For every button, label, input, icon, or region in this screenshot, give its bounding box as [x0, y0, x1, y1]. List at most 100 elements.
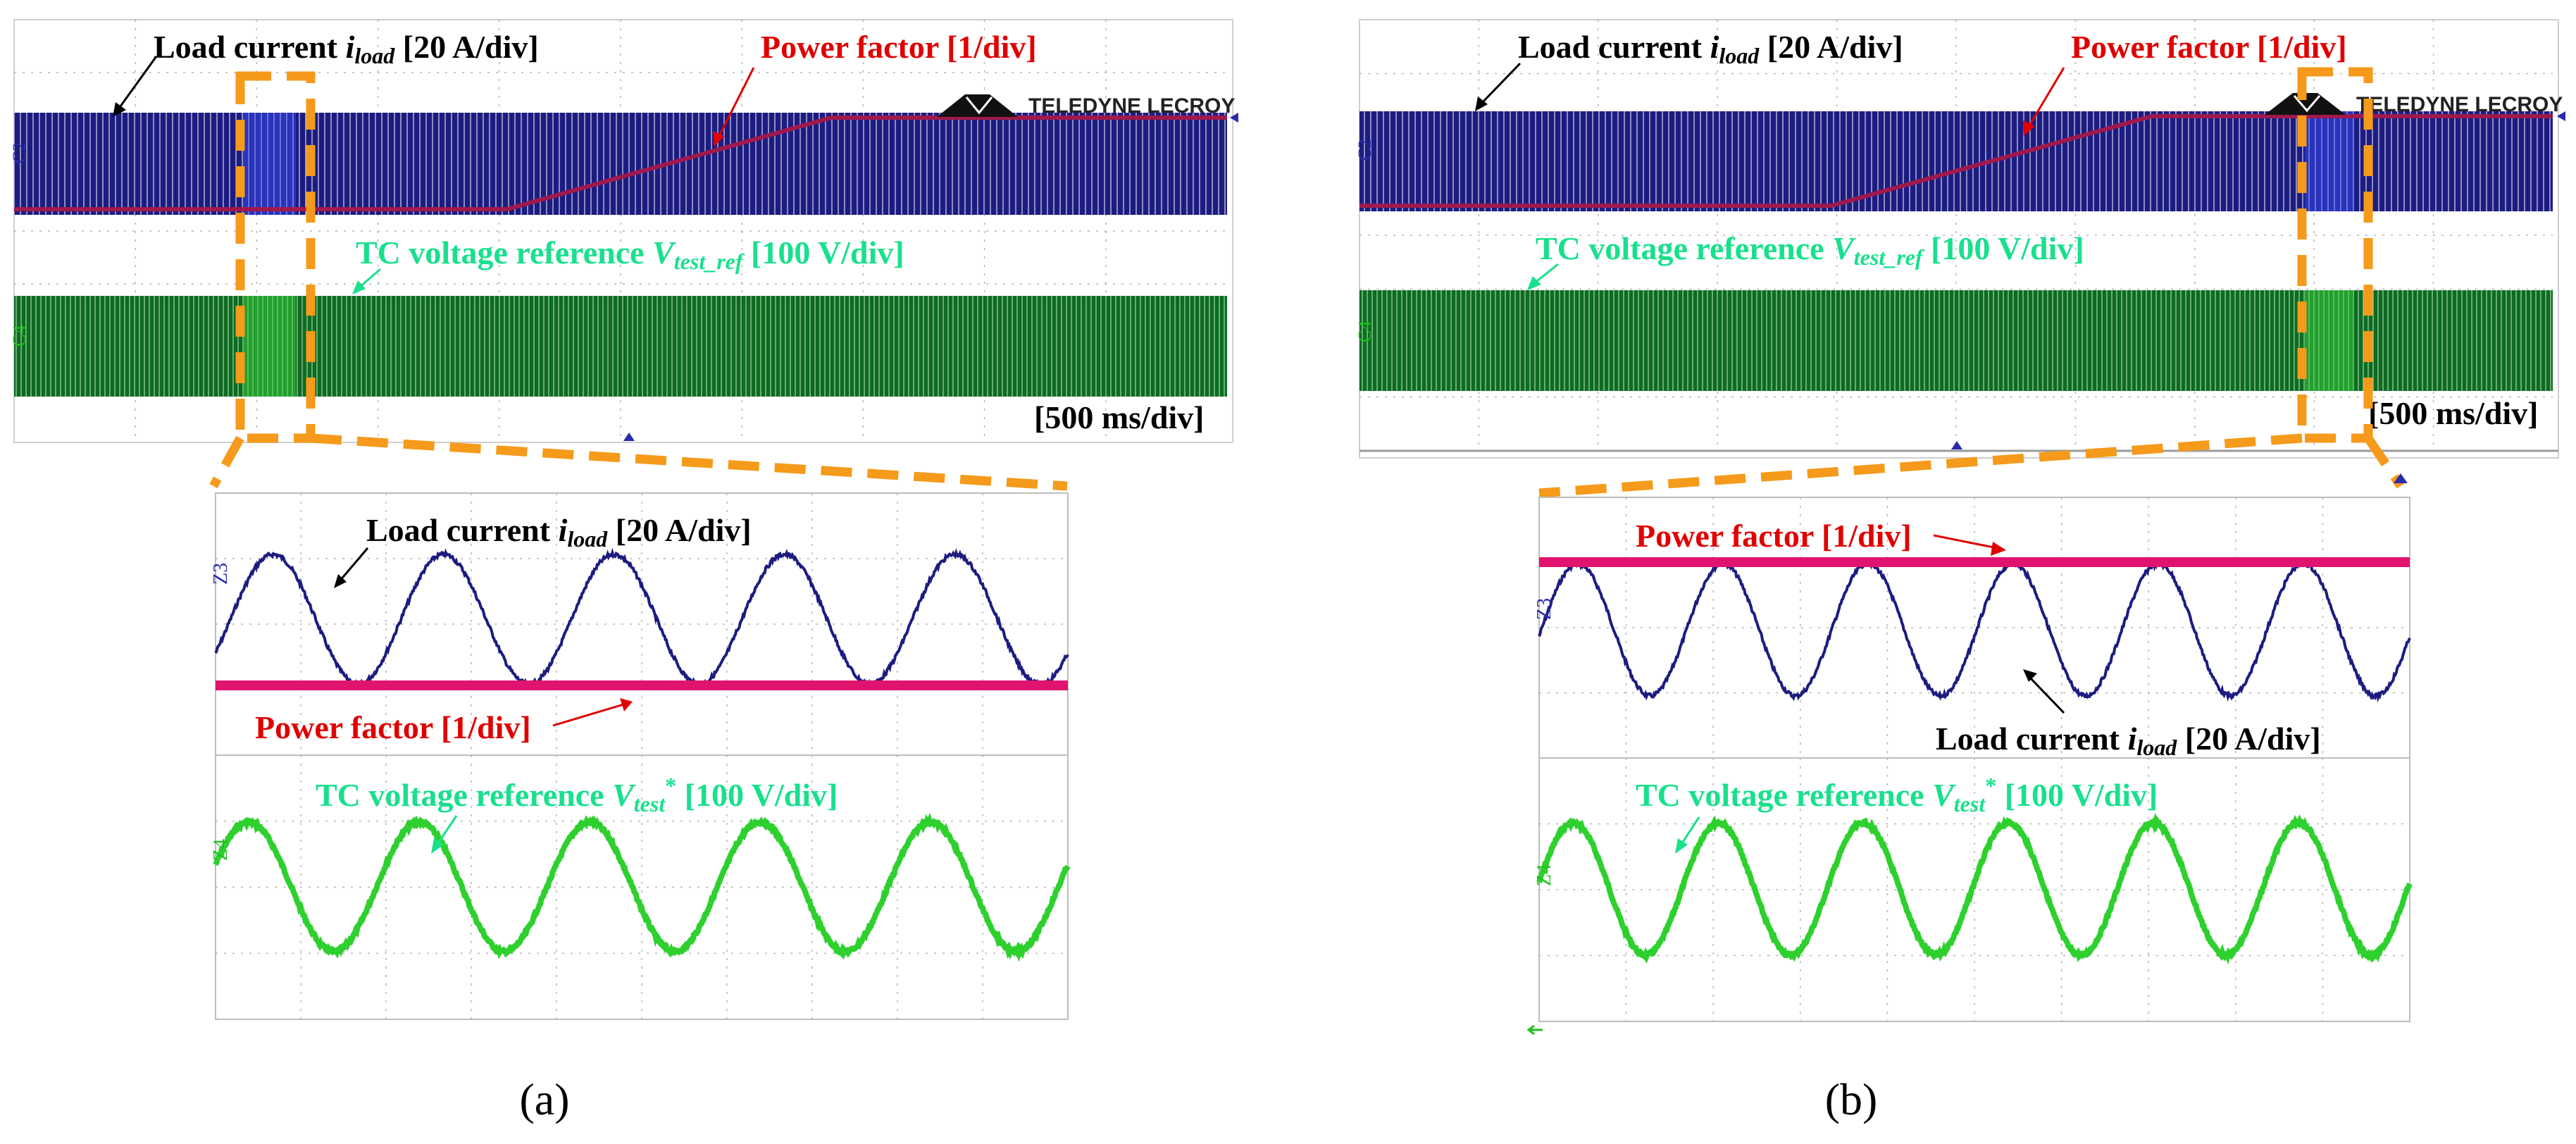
- panel-a-zoom-connector-right: [310, 433, 1068, 491]
- panel-b-zoom-load-current-label: Load current iload [20 A/div]: [1936, 669, 2321, 760]
- panel-a-lecroy-logo-text: TELEDYNE LECROY: [1028, 94, 1235, 118]
- panel-b-zoom-power-factor-text: Power factor [1/div]: [1636, 518, 1912, 554]
- panel-b-tc-voltage-arrow: [1533, 263, 1559, 285]
- panel-a-lecroy-logo-mark: [965, 97, 993, 115]
- panel-a-zoom-power-factor-arrow: [552, 703, 624, 727]
- panel-a-zoom-connector-left: [209, 435, 244, 489]
- panel-a-zoom-load-current-label: Load current iload [20 A/div]: [334, 512, 752, 588]
- panel-a-power-factor-arrow: [717, 67, 755, 138]
- panel-a-load-current-label: Load current iload [20 A/div]: [113, 29, 539, 117]
- panel-b-timebase: [500 ms/div]: [2368, 395, 2539, 431]
- panel-b-load-current-text: Load current iload [20 A/div]: [1518, 29, 1903, 68]
- panel-a-voltage-envelope: [14, 296, 1227, 397]
- panel-a-zoom-tc-voltage-arrowhead: [431, 838, 444, 854]
- panel-a-overview-grid: [14, 20, 1227, 442]
- panel-a-lecroy-logo-icon: [937, 94, 1018, 117]
- panel-b-zoom-connector-left: [1538, 433, 2303, 498]
- panel-b-power-factor-arrow: [2027, 67, 2065, 128]
- panel-b-current-envelope: [1359, 111, 2553, 211]
- panel-a-trigger-right-marker: [1230, 113, 1238, 123]
- panel-b-load-current-label: Load current iload [20 A/div]: [1475, 29, 1903, 111]
- panel-a-tc-voltage-label: TC voltage reference Vtest_ref [100 V/di…: [352, 235, 904, 294]
- panel-b-zoom-channel-z4: Z4: [1533, 864, 1555, 886]
- panel-b-voltage-highlight: [2305, 290, 2354, 391]
- panel-a-zoom-power-factor-arrowhead: [620, 698, 633, 711]
- panel-b-zoom-load-current-arrowhead: [2023, 669, 2037, 682]
- panel-b-zoom-connector-right: [2364, 435, 2405, 489]
- panel-a-zoom-tc-voltage-arrow: [435, 815, 458, 846]
- panel-b-power-factor-label: Power factor [1/div]: [2023, 29, 2347, 136]
- panel-a-zoom: Z3 Z4: [210, 492, 1071, 1020]
- panel-b-zoom-trigger-marker: [2394, 473, 2408, 483]
- panel-a-zoom-tc-voltage-label: TC voltage reference Vtest* [100 V/div]: [316, 773, 838, 854]
- panel-a-channel-c4: C4: [9, 325, 30, 347]
- panel-b-load-current-arrowhead: [1475, 97, 1488, 111]
- panel-a-load-current-arrowhead: [113, 102, 126, 117]
- panel-b-caption: (b): [1825, 1074, 1878, 1124]
- panel-b-zoom-tc-voltage-arrowhead: [1675, 838, 1688, 854]
- panel-b-channel-c4: C4: [1355, 321, 1375, 342]
- panel-b-zoom-tc-voltage-arrow: [1679, 816, 1700, 846]
- panel-a-tc-voltage-arrow: [359, 268, 381, 289]
- panel-b-lecroy-logo: TELEDYNE LECROY: [2265, 93, 2563, 116]
- panel-a-power-factor-text: Power factor [1/div]: [761, 29, 1037, 65]
- panel-a-tc-voltage-text: TC voltage reference Vtest_ref [100 V/di…: [356, 235, 904, 274]
- panel-a-caption: (a): [519, 1074, 569, 1124]
- panel-b-zoom-voltage-trace: [1536, 812, 2413, 965]
- panel-b-power-factor-arrowhead: [2023, 120, 2035, 136]
- panel-a-current-envelope: [14, 113, 1227, 215]
- panel-a-voltage-highlight: [243, 296, 296, 397]
- panel-a-power-factor-label: Power factor [1/div]: [713, 29, 1037, 147]
- panel-a-load-current-text: Load current iload [20 A/div]: [154, 29, 539, 68]
- panel-a-zoom-power-factor-text: Power factor [1/div]: [255, 709, 531, 745]
- panel-b-power-factor-text: Power factor [1/div]: [2071, 29, 2347, 65]
- panel-b-power-factor-trace: [1359, 114, 2553, 208]
- panel-b-lecroy-logo-icon: [2265, 93, 2346, 115]
- panel-b-zoom-current-trace: [1538, 557, 2411, 703]
- panel-b-zoom-load-current-arrow: [2027, 675, 2065, 714]
- panel-a-current-highlight: [243, 113, 296, 215]
- panel-b-channel-c2: C2: [1355, 139, 1375, 161]
- panel-b-trigger-bottom-marker: [1951, 441, 1962, 449]
- panel-a-zoom-box: [235, 71, 316, 443]
- panel-b-zoom-power-factor-label: Power factor [1/div]: [1636, 518, 2006, 556]
- panel-a-overview: C2 C4 TELEDYNE LECROY: [9, 19, 1238, 443]
- panel-b-zoom-power-factor-arrowhead: [1991, 542, 2006, 556]
- panel-b-zoom-indicator: [1538, 67, 2405, 498]
- panel-a-tc-voltage-arrowhead: [352, 280, 366, 294]
- panel-b-zoom-power-factor-arrow: [1933, 534, 1998, 549]
- panel-b-tc-voltage-label: TC voltage reference Vtest_ref [100 V/di…: [1527, 230, 2084, 290]
- panel-b-overview: C2 C4 TELEDYNE LECROY: [1355, 19, 2565, 459]
- panel-a-zoom-power-factor-label: Power factor [1/div]: [255, 698, 633, 745]
- panel-a-zoom-indicator: [209, 71, 1068, 491]
- panel-a-timebase: [500 ms/div]: [1034, 399, 1205, 435]
- panel-b-tc-voltage-arrowhead: [1527, 276, 1541, 290]
- panel-b-zoom-left-arrow-icon: [1526, 1024, 1543, 1036]
- panel-a-zoom-channel-z3: Z3: [210, 563, 232, 585]
- panel-a-trigger-bottom-marker: [623, 433, 635, 441]
- panel-a-zoom-voltage-trace: [213, 812, 1071, 962]
- panel-b-current-highlight: [2305, 111, 2354, 211]
- panel-a-zoom-tc-voltage-text: TC voltage reference Vtest* [100 V/div]: [316, 773, 838, 816]
- panel-a-power-factor-arrowhead: [713, 131, 725, 147]
- panel-b-zoom-tc-voltage-text: TC voltage reference Vtest* [100 V/div]: [1636, 773, 2158, 816]
- panel-a-zoom-load-current-arrow: [338, 547, 369, 582]
- panel-b-lecroy-logo-text: TELEDYNE LECROY: [2356, 93, 2563, 116]
- panel-a-lecroy-logo: TELEDYNE LECROY: [937, 94, 1235, 118]
- panel-b-zoom-tc-voltage-label: TC voltage reference Vtest* [100 V/div]: [1636, 773, 2158, 854]
- panel-a-zoom-load-current-text: Load current iload [20 A/div]: [366, 512, 752, 552]
- panel-b-tc-voltage-text: TC voltage reference Vtest_ref [100 V/di…: [1536, 230, 2084, 270]
- panel-a-zoom-load-current-arrowhead: [334, 574, 347, 588]
- panel-b-zoom-channel-z3: Z3: [1533, 598, 1555, 620]
- panel-b-zoom-load-current-text: Load current iload [20 A/div]: [1936, 721, 2321, 760]
- panel-b-load-current-arrow: [1479, 62, 1522, 106]
- panel-a-channel-c2: C2: [9, 142, 30, 163]
- panel-b-lecroy-logo-mark: [2293, 95, 2321, 113]
- panel-a-power-factor-trace: [14, 116, 1227, 211]
- panel-b-zoom-box: [2297, 67, 2373, 443]
- panel-a-load-current-arrow: [117, 56, 158, 110]
- panel-a-zoom-channel-z4: Z4: [210, 839, 232, 861]
- panel-b-voltage-envelope: [1359, 290, 2553, 391]
- panel-b-trigger-right-marker: [2557, 111, 2565, 121]
